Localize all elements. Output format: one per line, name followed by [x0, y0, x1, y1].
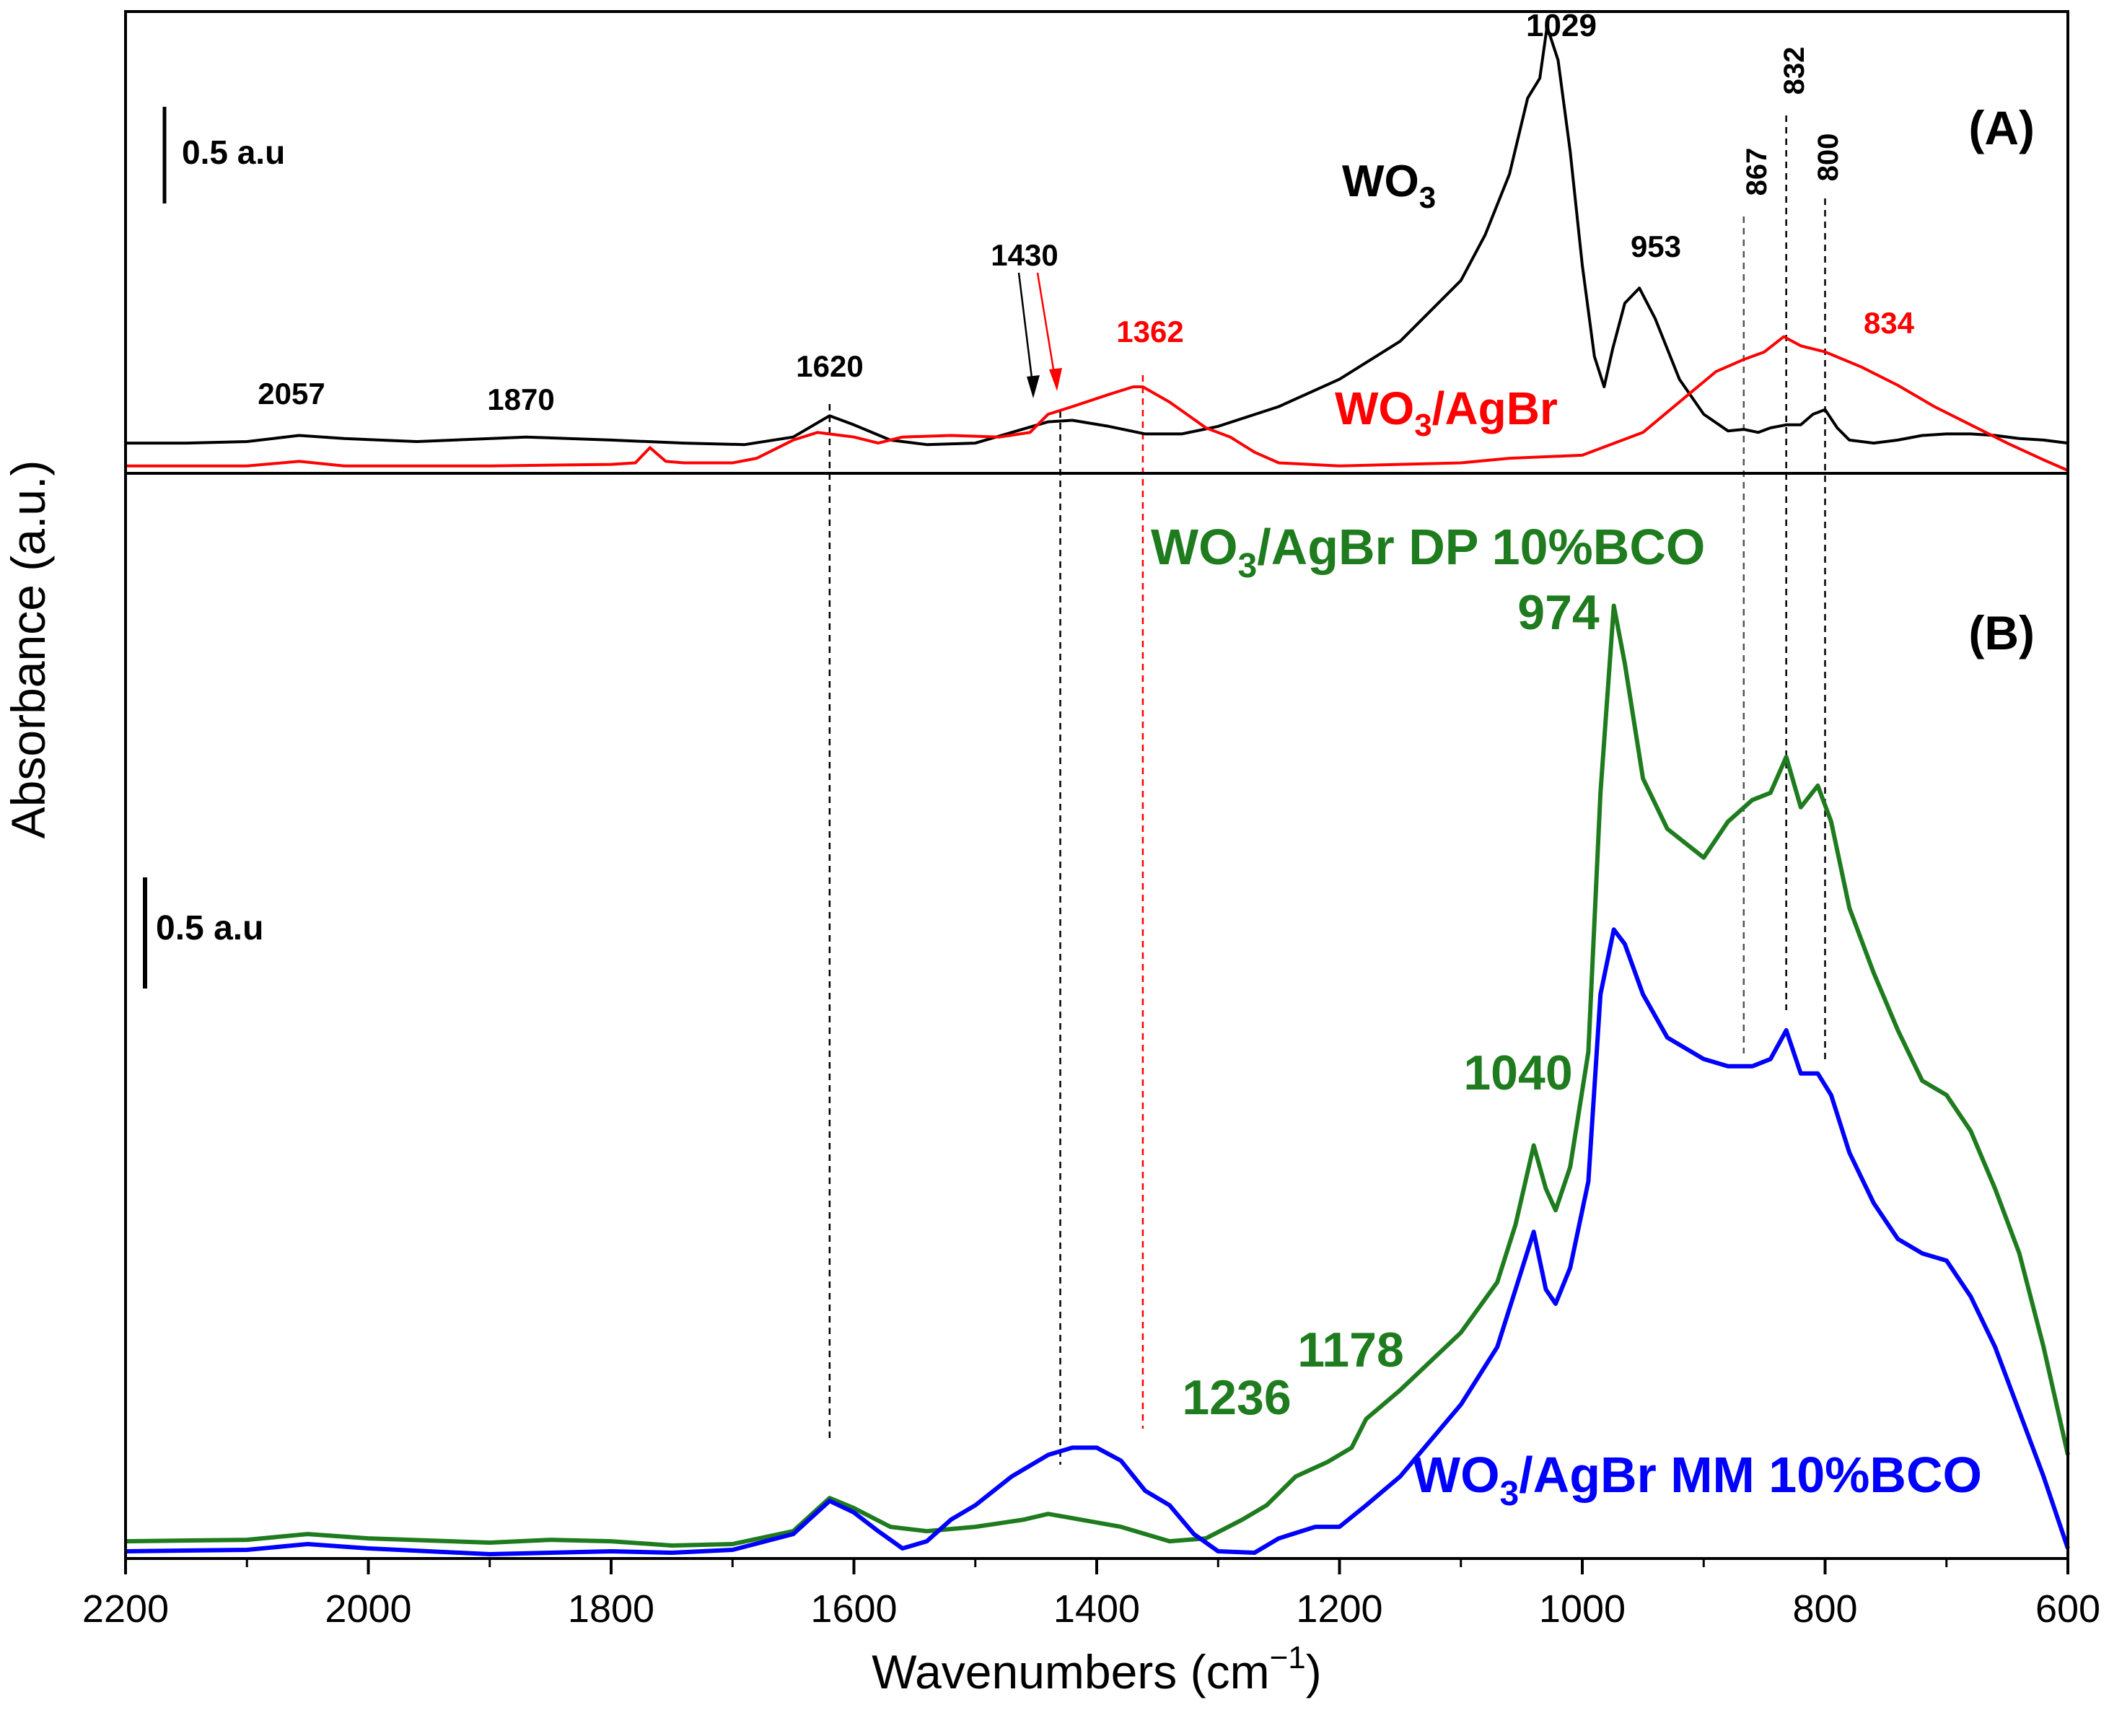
x-tick-label-2200: 2200 — [82, 1587, 169, 1631]
peak-1870: 1870 — [487, 382, 554, 416]
x-axis-title: Wavenumbers (cm−1) — [872, 1640, 1322, 1698]
panel-b-frame — [124, 472, 2069, 1560]
panel-b-label: (B) — [1968, 606, 2035, 659]
x-tick-label-600: 600 — [2035, 1587, 2100, 1631]
series-line-a-0 — [126, 25, 2069, 447]
label-wo3: WO3 — [1342, 157, 1436, 214]
peak-953: 953 — [1631, 229, 1681, 263]
series-line-a-1 — [126, 335, 2069, 472]
peak-974: 974 — [1517, 585, 1600, 640]
x-tick-label-1400: 1400 — [1053, 1587, 1140, 1631]
x-tick-label-1200: 1200 — [1296, 1587, 1382, 1631]
peak-1236: 1236 — [1182, 1370, 1291, 1425]
label-mm-10bco: WO3/AgBr MM 10%BCO — [1413, 1447, 1982, 1513]
arrow-1362 — [1036, 272, 1057, 383]
plot-frames — [124, 10, 2069, 1560]
label-dp-10bco: WO3/AgBr DP 10%BCO — [1151, 519, 1705, 585]
spectra — [125, 25, 2070, 1556]
scale-bar-a-label: 0.5 a.u — [182, 133, 285, 171]
panel-a-label: (A) — [1968, 101, 2035, 154]
x-tick-label-2000: 2000 — [325, 1587, 411, 1631]
peak-832: 832 — [1779, 47, 1810, 95]
peak-1362: 1362 — [1116, 315, 1183, 348]
peak-834: 834 — [1864, 306, 1915, 340]
series-line-b-0 — [125, 603, 2070, 1548]
peak-1430: 1430 — [991, 238, 1058, 272]
y-axis-title: Absorbance (a.u.) — [1, 460, 55, 839]
peak-2057: 2057 — [258, 377, 325, 411]
peak-800: 800 — [1812, 133, 1844, 182]
peak-1029: 1029 — [1526, 8, 1597, 43]
x-tick-label-1000: 1000 — [1539, 1587, 1626, 1631]
x-tick-label-1600: 1600 — [810, 1587, 897, 1631]
peak-1040: 1040 — [1463, 1045, 1572, 1100]
x-tick-label-800: 800 — [1792, 1587, 1857, 1631]
arrow-1430 — [1017, 272, 1035, 390]
scale-bar-b-label: 0.5 a.u — [156, 909, 263, 947]
arrow-1362-head — [1049, 368, 1062, 391]
reference-lines — [828, 115, 1826, 1465]
x-axis-ticks: 2200 2000 1800 1600 1400 1200 1000 800 600 — [82, 1559, 2100, 1631]
series-line-b-1 — [125, 927, 2070, 1556]
arrow-1430-head — [1027, 375, 1040, 398]
peak-1620: 1620 — [796, 349, 863, 383]
label-wo3-agbr: WO3/AgBr — [1335, 382, 1558, 443]
peak-867: 867 — [1741, 148, 1773, 196]
peak-1178: 1178 — [1297, 1323, 1404, 1377]
x-tick-label-1800: 1800 — [568, 1587, 654, 1631]
panel-a-frame — [124, 10, 2069, 475]
